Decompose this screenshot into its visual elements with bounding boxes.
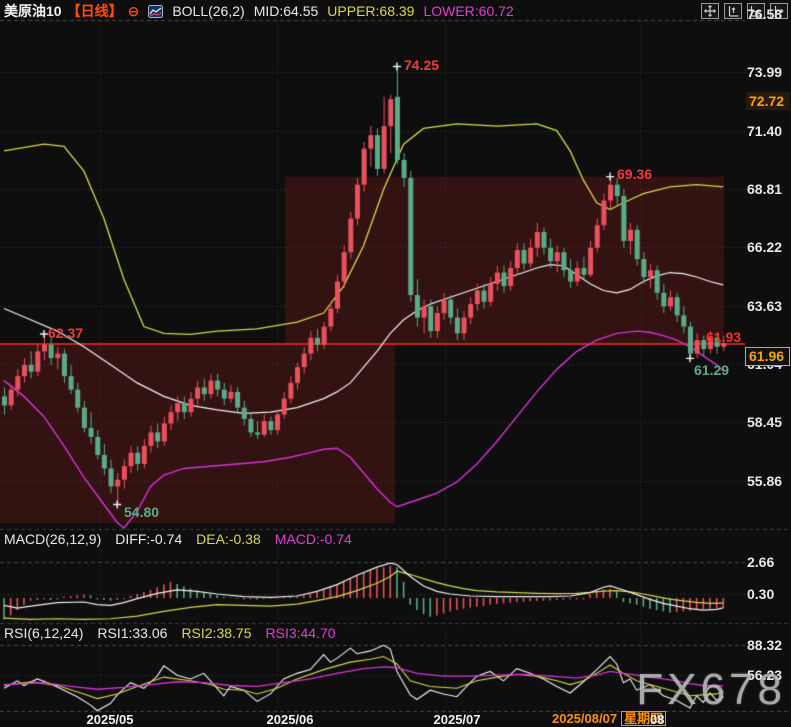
macd-dea-value: DEA:-0.38 <box>196 531 261 547</box>
price-annotation: 62.37 <box>48 325 84 341</box>
period-label[interactable]: 【日线】 <box>66 3 123 19</box>
price-annotation: 61.93 <box>706 329 742 345</box>
price-annotation: 54.80 <box>124 504 160 520</box>
macd-axis-label: 0.30 <box>747 586 775 602</box>
time-axis: 2025/05 2025/06 2025/07 2025/08/07 星期四 08 <box>0 711 791 727</box>
macd-axis-label: 2.66 <box>747 554 775 570</box>
price-axis-label: 73.99 <box>747 64 783 80</box>
price-axis-label: 63.63 <box>747 298 783 314</box>
chart-header: 美原油10 【日线】 ⊖ BOLL(26,2) MID:64.55 UPPER:… <box>0 0 791 22</box>
macd-value: MACD:-0.74 <box>274 531 352 547</box>
rsi3-value: RSI3:44.70 <box>265 625 336 641</box>
price-marker-label: 72.72 <box>746 92 790 110</box>
current-date-label: 2025/08/07 星期四 <box>552 711 667 726</box>
price-annotation: 69.36 <box>617 166 653 182</box>
month-label-aug: 08 <box>650 712 665 727</box>
price-annotation: 61.29 <box>694 362 730 378</box>
month-label: 2025/07 <box>433 712 481 727</box>
watermark: FX678 <box>636 665 786 714</box>
price-axis-label: 66.22 <box>747 239 783 255</box>
current-weekday-badge: 星期四 <box>621 711 667 726</box>
symbol-name: 美原油10 <box>4 3 62 19</box>
jump-to-latest-button[interactable] <box>770 3 788 19</box>
price-annotation: 74.25 <box>404 57 440 73</box>
fit-vertical-axis-button[interactable] <box>724 3 742 19</box>
price-axis-label: 58.45 <box>747 414 783 430</box>
chart-toolbar <box>701 3 788 19</box>
boll-mid-value: MID:64.55 <box>253 3 319 19</box>
price-axis-label: 76.58 <box>747 6 783 22</box>
price-axis-label: 68.81 <box>747 181 783 197</box>
macd-diff-value: DIFF:-0.74 <box>115 531 183 547</box>
month-label: 2025/05 <box>86 712 134 727</box>
boll-lower-value: LOWER:60.72 <box>423 3 514 19</box>
current-price-box: 61.96 <box>745 347 790 366</box>
price-axis-label: 55.86 <box>747 473 783 489</box>
price-axis-label: 71.40 <box>747 123 783 139</box>
rsi-title: RSI(6,12,24) <box>4 625 84 641</box>
fit-horizontal-axis-button[interactable] <box>747 3 765 19</box>
macd-title: MACD(26,12,9) <box>4 531 102 547</box>
rsi-legend: RSI(6,12,24) RSI1:33.06 RSI2:38.75 RSI3:… <box>4 625 336 641</box>
collapse-icon[interactable]: ⊖ <box>127 2 140 19</box>
current-date-text: 2025/08/07 <box>552 711 618 726</box>
rsi-axis-label: 88.32 <box>747 637 783 653</box>
rsi1-value: RSI1:33.06 <box>97 625 168 641</box>
pan-tool-button[interactable] <box>701 3 719 19</box>
rsi2-value: RSI2:38.75 <box>181 625 252 641</box>
boll-label: BOLL(26,2) <box>172 3 245 19</box>
macd-legend: MACD(26,12,9) DIFF:-0.74 DEA:-0.38 MACD:… <box>4 531 352 547</box>
month-label: 2025/06 <box>266 712 314 727</box>
rsi-axis-label: 56.23 <box>747 667 783 683</box>
indicator-chart-icon[interactable] <box>148 4 164 18</box>
boll-upper-value: UPPER:68.39 <box>327 3 415 19</box>
